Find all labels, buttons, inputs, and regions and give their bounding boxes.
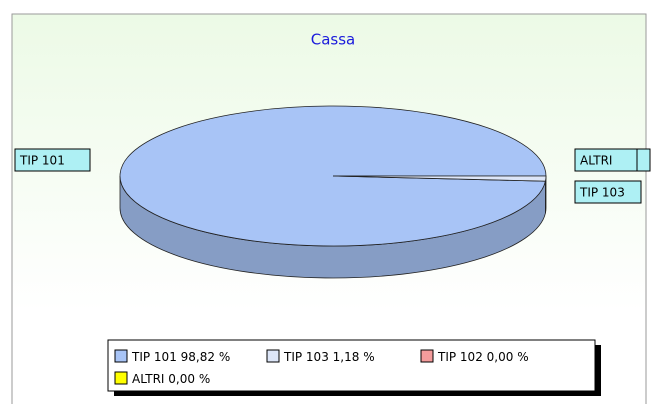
- legend-value: 98,82 %: [181, 350, 231, 364]
- legend-value: 0,00 %: [168, 372, 210, 386]
- slice-label: TIP 101: [19, 154, 65, 168]
- legend-name: ALTRI: [132, 372, 164, 386]
- slice-label-box: [574, 180, 642, 204]
- legend: [107, 339, 596, 392]
- legend-swatch: [420, 349, 434, 363]
- slice-label: ALTRI: [580, 154, 612, 168]
- legend-swatch: [114, 371, 128, 385]
- legend-label: TIP 101 98,82 %: [131, 350, 230, 364]
- chart-title: Cassa: [311, 31, 356, 49]
- slice-label-box: [574, 148, 638, 172]
- legend-label: TIP 103 1,18 %: [283, 350, 375, 364]
- legend-value: 0,00 %: [487, 350, 529, 364]
- legend-swatch: [114, 349, 128, 363]
- legend-label: TIP 102 0,00 %: [437, 350, 529, 364]
- legend-label: ALTRI 0,00 %: [132, 372, 210, 386]
- legend-name: TIP 103: [283, 350, 329, 364]
- legend-name: TIP 101: [131, 350, 177, 364]
- slice-label-box: [14, 148, 91, 172]
- legend-swatch: [266, 349, 280, 363]
- slice-label: TIP 103: [579, 186, 625, 200]
- legend-value: 1,18 %: [333, 350, 375, 364]
- pie-slice: [332, 175, 547, 182]
- legend-name: TIP 102: [437, 350, 483, 364]
